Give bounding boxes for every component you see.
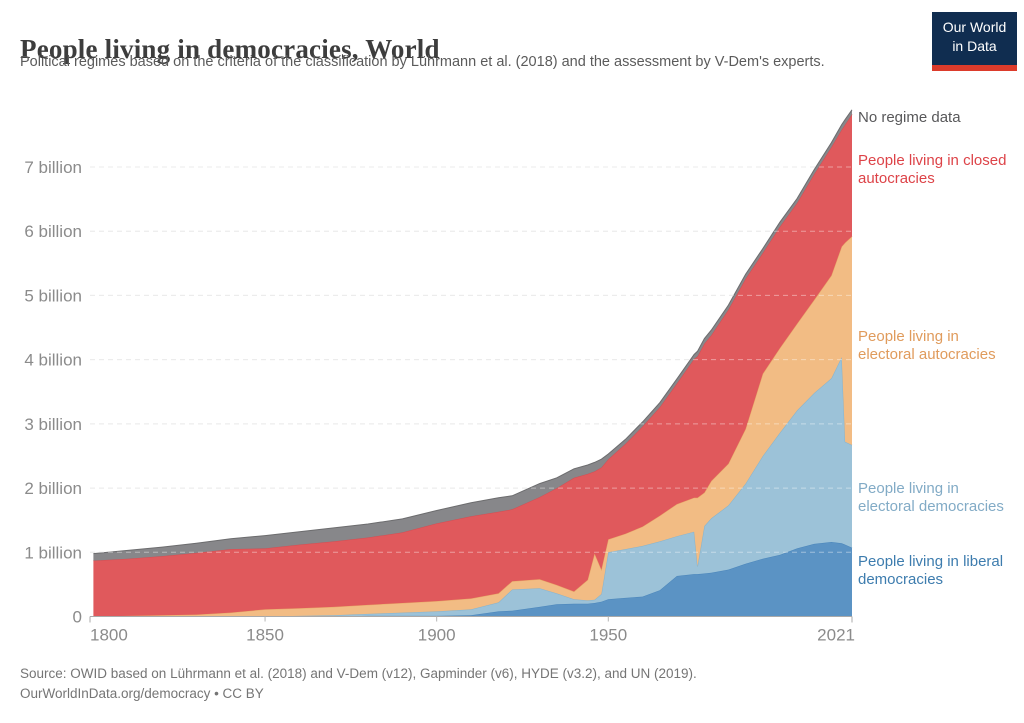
owid-logo-line1: Our World [942, 19, 1007, 35]
x-tick-label: 1850 [246, 626, 284, 645]
y-tick-label: 7 billion [24, 158, 82, 177]
series-label-no-regime-data: No regime data [858, 109, 961, 126]
chart-subtitle: Political regimes based on the criteria … [20, 54, 825, 70]
page-title: People living in democracies, World [20, 34, 440, 65]
y-tick-label: 3 billion [24, 415, 82, 434]
area-liberal-democracies[interactable] [93, 542, 852, 617]
y-tick-label: 6 billion [24, 222, 82, 241]
x-tick-label: 1950 [589, 626, 627, 645]
owid-logo-line2: in Data [952, 37, 997, 54]
area-closed-autocracies[interactable] [93, 114, 852, 617]
area-electoral-autocracies[interactable] [93, 236, 852, 617]
series-label-electoral-autocracies: People living in electoral autocracies [858, 328, 996, 363]
source-note: Source: OWID based on Lührmann et al. (2… [20, 666, 697, 681]
y-tick-label: 1 billion [24, 543, 82, 562]
x-tick-label: 1900 [418, 626, 456, 645]
x-tick-label: 2021 [817, 626, 855, 645]
y-tick-label: 0 [73, 608, 82, 627]
owid-logo: Our World in Data [932, 12, 1017, 71]
y-tick-label: 5 billion [24, 286, 82, 305]
series-label-liberal-democracies: People living in liberal democracies [858, 553, 1004, 588]
series-label-electoral-democracies: People living in electoral democracies [858, 480, 1004, 515]
license-note: OurWorldInData.org/democracy • CC BY [20, 686, 264, 701]
area-electoral-democracies[interactable] [93, 357, 852, 617]
edge-no-regime-data [93, 109, 853, 555]
x-tick-label: 1800 [90, 626, 128, 645]
y-tick-label: 2 billion [24, 479, 82, 498]
y-tick-label: 4 billion [24, 351, 82, 370]
series-label-closed-autocracies: People living in closed autocracies [858, 152, 1007, 187]
